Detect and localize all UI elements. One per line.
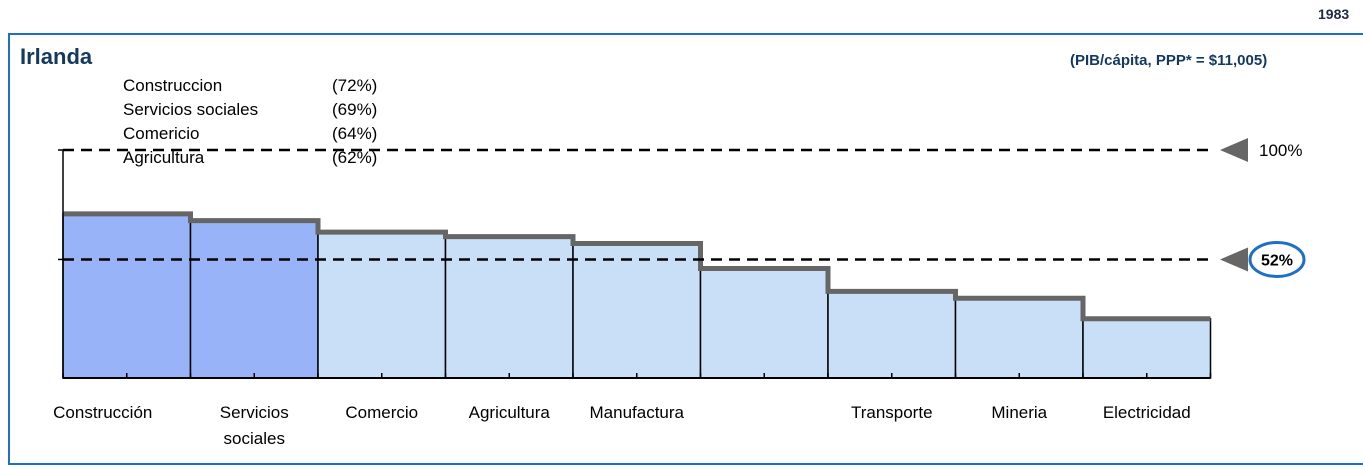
reference-arrow-icon xyxy=(1220,138,1248,162)
legend-item-pct: (72%) xyxy=(332,76,377,95)
bar xyxy=(189,219,319,379)
bar xyxy=(444,235,574,379)
chart-frame xyxy=(8,33,1363,465)
reference-lines: 100% 52% xyxy=(63,138,1306,278)
step-line xyxy=(63,211,1211,322)
legend-item-pct: (69%) xyxy=(332,100,377,119)
chart-subtitle: (PIB/cápita, PPP* = $11,005) xyxy=(1070,52,1268,69)
legend-item-pct: (62%) xyxy=(332,148,377,167)
reference-label: 100% xyxy=(1259,141,1302,160)
legend-item-pct: (64%) xyxy=(332,124,377,143)
x-tick-label: Transporte xyxy=(851,403,933,422)
x-tick-label: Agricultura xyxy=(469,403,551,422)
x-tick-label: Construcción xyxy=(53,403,152,422)
bar xyxy=(699,267,829,379)
x-tick-label: Electricidad xyxy=(1103,403,1191,422)
legend-item-label: Agricultura xyxy=(123,148,205,167)
legend-item-label: Comericio xyxy=(123,124,200,143)
reference-arrow-icon xyxy=(1220,247,1248,272)
axes xyxy=(58,149,1212,379)
legend-item-label: Construccion xyxy=(123,76,222,95)
bar xyxy=(62,213,192,379)
x-tick-label: Servicios xyxy=(220,403,289,422)
x-tick-label: Mineria xyxy=(991,403,1047,422)
x-tick-label: sociales xyxy=(224,429,285,448)
year-label: 1983 xyxy=(1318,6,1350,22)
legend: Construccion (72%) Servicios sociales (69%)… xyxy=(123,76,377,167)
bar xyxy=(954,297,1084,379)
bar xyxy=(1082,317,1212,379)
reference-label: 52% xyxy=(1261,252,1293,269)
bars xyxy=(62,211,1212,379)
bar xyxy=(572,242,702,379)
highlight-circle xyxy=(1248,240,1306,278)
legend-item-label: Servicios sociales xyxy=(123,100,258,119)
x-tick-label: Manufactura xyxy=(590,403,685,422)
bar xyxy=(317,231,447,379)
chart-title: Irlanda xyxy=(20,44,93,69)
x-tick-label: Comercio xyxy=(345,403,418,422)
x-axis-labels: Construcción Servicios sociales Comercio Agr… xyxy=(53,403,1191,448)
bar xyxy=(827,290,957,379)
